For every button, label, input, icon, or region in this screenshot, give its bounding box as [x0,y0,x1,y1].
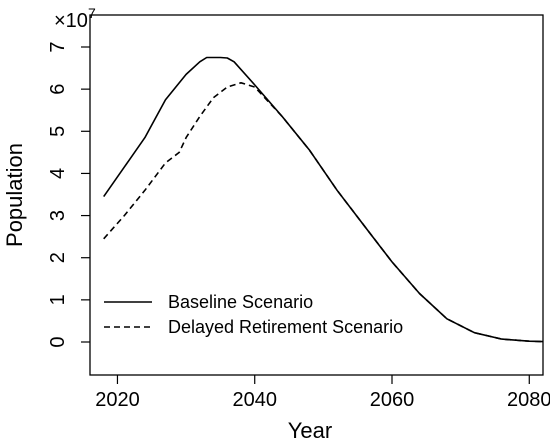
x-tick-label: 2080 [507,389,550,411]
legend-label-2: Delayed Retirement Scenario [168,317,403,337]
plot-frame [89,14,544,376]
series-line-1 [103,56,544,343]
y-axis-title: Population [2,143,27,247]
y-multiplier-base: ×10 [54,10,88,32]
y-tick-label: 1 [47,294,69,305]
x-tick-label: 2040 [232,389,277,411]
x-tick-label: 2020 [95,389,140,411]
y-tick-label: 6 [47,84,69,95]
y-tick-label: 0 [47,336,69,347]
y-tick-label: 3 [47,210,69,221]
x-axis-title: Year [288,418,332,443]
y-multiplier-exponent: 7 [88,5,96,21]
x-tick-label: 2060 [370,389,415,411]
legend: Baseline Scenario Delayed Retirement Scen… [104,292,403,337]
y-tick-label: 7 [47,41,69,52]
axes: 0 1 2 3 4 5 6 7 2020 2040 2060 2080 [47,14,550,411]
series-line-2 [103,82,544,343]
plot-area [103,56,544,343]
y-tick-label: 5 [47,126,69,137]
y-tick-label: 4 [47,168,69,179]
y-axis-multiplier: ×107 [54,5,96,32]
y-tick-label: 2 [47,252,69,263]
legend-label-1: Baseline Scenario [168,292,313,312]
